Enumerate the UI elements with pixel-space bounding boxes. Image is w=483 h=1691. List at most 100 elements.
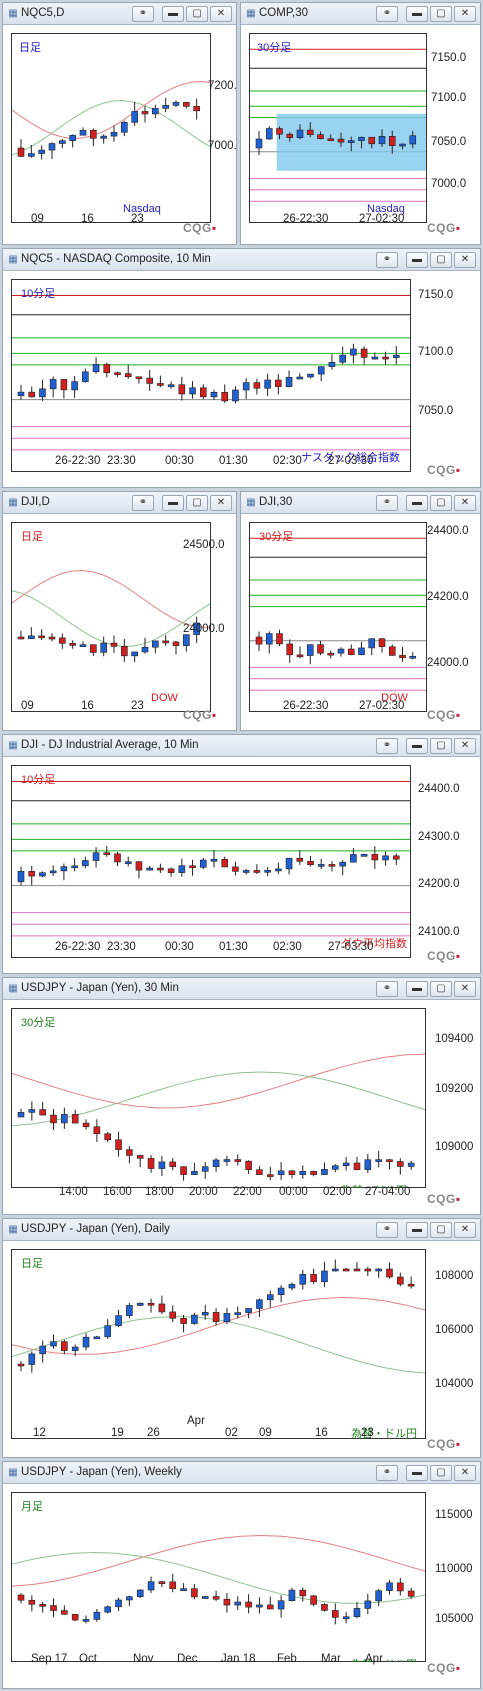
chart-plot-area[interactable] [11, 1492, 426, 1662]
restore-button[interactable]: ▢ [430, 252, 452, 268]
window-title: USDJPY - Japan (Yen), Daily [21, 1223, 170, 1235]
candlestick [210, 391, 218, 398]
moving-average-line [12, 1534, 425, 1587]
restore-button[interactable]: ▢ [430, 738, 452, 754]
chart-plot-area[interactable] [11, 1008, 426, 1188]
chart-plot-area[interactable] [11, 765, 411, 958]
minimize-button[interactable]: ▬ [162, 6, 184, 22]
x-axis-tick: 27-02:30 [359, 213, 405, 225]
candlestick [172, 641, 180, 647]
window-titlebar[interactable]: ▦ DJI,30 ⚭ ▬ ▢ ✕ [241, 492, 480, 514]
close-button[interactable]: ✕ [454, 495, 476, 511]
x-axis-tick: 01:30 [219, 455, 248, 467]
y-axis-tick: 115000 [435, 1509, 473, 1521]
link-button[interactable]: ⚭ [132, 6, 154, 22]
candlestick [126, 1149, 133, 1156]
candlestick [232, 866, 239, 872]
cqg-logo-mark: ▪ [211, 708, 217, 722]
restore-button[interactable]: ▢ [430, 6, 452, 22]
chart-window-1[interactable]: ▦NQC5,D ⚭ ▬▢✕ 日足 Nasdaq 7200.0 7000.0 09 16 23 CQG… [2, 2, 237, 245]
restore-button[interactable]: ▢ [430, 1465, 452, 1481]
link-button[interactable]: ⚭ [376, 738, 398, 754]
minimize-button[interactable]: ▬ [406, 981, 428, 997]
link-button[interactable]: ⚭ [376, 1222, 398, 1238]
chart-window-6[interactable]: ▦ DJI - DJ Industrial Average, 10 Min ⚭ ▬ ▢ ✕… [2, 734, 481, 974]
minimize-button[interactable]: ▬ [406, 252, 428, 268]
close-button[interactable]: ✕ [454, 252, 476, 268]
minimize-button[interactable]: ▬ [406, 6, 428, 22]
candlestick [104, 1606, 112, 1613]
restore-button[interactable]: ▢ [186, 6, 208, 22]
close-button[interactable]: ✕ [454, 738, 476, 754]
window-titlebar[interactable]: ▦ NQC5 - NASDAQ Composite, 10 Min ⚭ ▬ ▢ ✕ [3, 249, 480, 271]
link-button[interactable]: ⚭ [376, 495, 398, 511]
window-titlebar[interactable]: ▦ USDJPY - Japan (Yen), Daily ⚭ ▬ ▢ ✕ [3, 1219, 480, 1241]
window-titlebar[interactable]: ▦ USDJPY - Japan (Yen), 30 Min ⚭ ▬ ▢ ✕ [3, 978, 480, 1000]
window-titlebar[interactable]: ▦ DJI,D ⚭ ▬ ▢ ✕ [3, 492, 236, 514]
window-titlebar[interactable]: ▦ DJI - DJ Industrial Average, 10 Min ⚭ ▬ ▢ ✕ [3, 735, 480, 757]
chart-plot-area[interactable] [11, 1249, 426, 1439]
candlestick [158, 1581, 166, 1584]
candlestick [317, 864, 325, 867]
link-button[interactable]: ⚭ [132, 495, 154, 511]
minimize-button[interactable]: ▬ [406, 1222, 428, 1238]
chart-plot-area[interactable] [249, 33, 427, 223]
chart-window-5[interactable]: ▦ DJI,30 ⚭ ▬ ▢ ✕ 30分足 DOW 24400.0 24200.0 24000.0 2… [240, 491, 481, 731]
chart-window-8[interactable]: ▦ USDJPY - Japan (Yen), Daily ⚭ ▬ ▢ ✕ 日足 為替・ドル円… [2, 1218, 481, 1458]
minimize-button[interactable]: ▬ [406, 1465, 428, 1481]
candlestick [288, 1589, 296, 1602]
minimize-button[interactable]: ▬ [162, 495, 184, 511]
chart-plot-area[interactable] [11, 522, 211, 712]
close-button[interactable]: ✕ [454, 1222, 476, 1238]
x-axis-tick: Mar [321, 1653, 341, 1665]
restore-button[interactable]: ▢ [430, 981, 452, 997]
window-titlebar[interactable]: ▦ USDJPY - Japan (Yen), Weekly ⚭ ▬ ▢ ✕ [3, 1462, 480, 1484]
candlestick [242, 382, 250, 391]
candlestick [342, 1162, 350, 1166]
candlestick [256, 1604, 263, 1608]
candlestick [110, 642, 118, 647]
x-axis-tick: Feb [277, 1653, 297, 1665]
close-button[interactable]: ✕ [454, 6, 476, 22]
price-chart-svg [250, 537, 426, 691]
candlestick [407, 1590, 415, 1597]
link-button[interactable]: ⚭ [376, 6, 398, 22]
restore-button[interactable]: ▢ [430, 495, 452, 511]
link-button[interactable]: ⚭ [376, 252, 398, 268]
x-axis-tick: 23:30 [107, 455, 136, 467]
close-button[interactable]: ✕ [454, 1465, 476, 1481]
link-button[interactable]: ⚭ [376, 1465, 398, 1481]
x-axis-tick: Sep 17 [31, 1653, 68, 1665]
chart-plot-area[interactable] [249, 522, 427, 712]
close-button[interactable]: ✕ [454, 981, 476, 997]
candlestick [90, 644, 97, 653]
minimize-button[interactable]: ▬ [406, 738, 428, 754]
restore-button[interactable]: ▢ [186, 495, 208, 511]
restore-button[interactable]: ▢ [430, 1222, 452, 1238]
window-title: USDJPY - Japan (Yen), Weekly [21, 1466, 182, 1478]
cqg-logo-text: CQG [427, 221, 456, 235]
candlestick [256, 1169, 263, 1175]
x-axis-tick: 16 [81, 700, 94, 712]
link-button[interactable]: ⚭ [376, 981, 398, 997]
chart-window-2[interactable]: ▦ COMP,30 ⚭ ▬ ▢ ✕ 30分足 Nasdaq 7150.0 7100.0 7050.0… [240, 2, 481, 245]
window-titlebar[interactable]: ▦ COMP,30 ⚭ ▬ ▢ ✕ [241, 3, 480, 25]
window-titlebar[interactable]: ▦ NQC5,D ⚭ ▬ ▢ ✕ [3, 3, 236, 25]
candlestick [82, 1122, 90, 1128]
candlestick [201, 1166, 209, 1172]
chart-window-9[interactable]: ▦USDJPY - Japan (Yen), Weekly⚭▬▢✕月足為替・ドル… [2, 1461, 481, 1689]
chart-plot-area[interactable] [11, 279, 411, 472]
minimize-button[interactable]: ▬ [406, 495, 428, 511]
chart-window-4[interactable]: ▦ DJI,D ⚭ ▬ ▢ ✕ 日足 DOW 24500.0 24000.0 09 16 23 CQG▪ [2, 491, 237, 731]
close-button[interactable]: ✕ [210, 495, 232, 511]
candlestick [353, 1268, 361, 1272]
chart-window-7[interactable]: ▦USDJPY - Japan (Yen), 30 Min⚭▬▢✕30分足為替・… [2, 977, 481, 1215]
candlestick [397, 1276, 404, 1285]
candlestick [71, 865, 78, 869]
candlestick [17, 1363, 25, 1367]
chart-window-3[interactable]: ▦ NQC5 - NASDAQ Composite, 10 Min ⚭ ▬ ▢ ✕ 10分足… [2, 248, 481, 488]
candlestick [288, 1283, 296, 1289]
x-axis [11, 223, 211, 241]
chart-plot-area[interactable] [11, 33, 211, 223]
close-button[interactable]: ✕ [210, 6, 232, 22]
